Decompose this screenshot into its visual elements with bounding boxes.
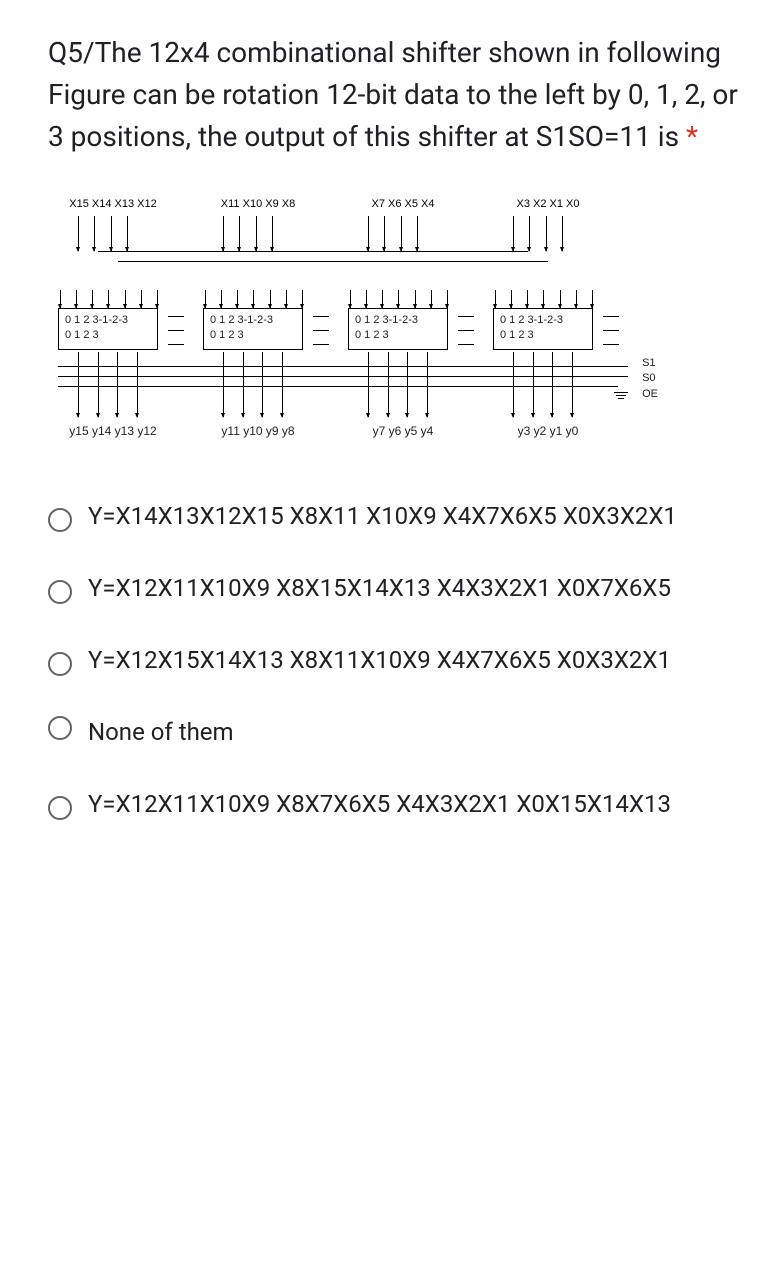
output-label: y15 y14 y13 y12 — [58, 424, 168, 438]
output-label: y3 y2 y1 y0 — [493, 424, 603, 438]
control-wire-s1 — [58, 366, 628, 367]
in-wires — [513, 216, 563, 251]
radio-icon — [48, 508, 72, 532]
pin — [603, 344, 619, 345]
radio-icon — [48, 580, 72, 604]
output-label: y11 y10 y9 y8 — [203, 424, 313, 438]
ctrl-oe: OE — [642, 387, 658, 402]
question-prefix: Q5/ — [48, 36, 95, 69]
option-0[interactable]: Y=X14X13X12X15 X8X11 X10X9 X4X7X6X5 X0X3… — [48, 498, 738, 534]
pin — [168, 330, 184, 331]
arrow-row — [495, 290, 593, 308]
input-label: X15 X14 X13 X12 — [58, 198, 168, 210]
mux-box: 0 1 2 3-1-2-3 0 1 2 3 — [58, 308, 158, 350]
out-wires — [368, 352, 428, 417]
mux-box: 0 1 2 3-1-2-3 0 1 2 3 — [348, 308, 448, 350]
control-labels: S1 S0 OE — [642, 356, 658, 402]
arrow-row — [205, 290, 303, 308]
shifter-figure: X15 X14 X13 X12 0 1 2 3-1-2-3 0 1 2 3 y1… — [58, 198, 638, 458]
option-text: Y=X12X11X10X9 X8X7X6X5 X4X3X2X1 X0X15X14… — [88, 786, 671, 822]
box-line2: 0 1 2 3 — [65, 328, 151, 343]
radio-icon — [48, 716, 72, 740]
box-line2: 0 1 2 3 — [210, 328, 296, 343]
input-label: X3 X2 X1 X0 — [493, 198, 603, 210]
arrow-row — [350, 290, 448, 308]
in-wires — [223, 216, 273, 251]
option-text: Y=X14X13X12X15 X8X11 X10X9 X4X7X6X5 X0X3… — [88, 498, 677, 534]
pin — [603, 316, 619, 317]
question-body: The 12x4 combinational shifter shown in … — [48, 36, 738, 153]
in-wires — [368, 216, 418, 251]
option-1[interactable]: Y=X12X11X10X9 X8X15X14X13 X4X3X2X1 X0X7X… — [48, 570, 738, 606]
ctrl-s0: S0 — [642, 371, 658, 386]
box-line1: 0 1 2 3-1-2-3 — [65, 313, 151, 328]
wire — [118, 261, 548, 262]
box-line2: 0 1 2 3 — [355, 328, 441, 343]
arrow-row — [60, 290, 158, 308]
question-text: Q5/The 12x4 combinational shifter shown … — [48, 32, 738, 158]
option-text: None of them — [88, 714, 234, 750]
box-line2: 0 1 2 3 — [500, 328, 586, 343]
options-group: Y=X14X13X12X15 X8X11 X10X9 X4X7X6X5 X0X3… — [48, 498, 738, 822]
ground-icon — [614, 390, 628, 401]
wire — [98, 251, 528, 252]
pin — [458, 344, 474, 345]
option-3[interactable]: None of them — [48, 714, 738, 750]
pin — [313, 344, 329, 345]
option-text: Y=X12X15X14X13 X8X11X10X9 X4X7X6X5 X0X3X… — [88, 642, 671, 678]
required-star: * — [686, 120, 698, 153]
control-wire-oe — [58, 386, 618, 387]
out-wires — [78, 352, 138, 417]
pin — [313, 316, 329, 317]
box-line1: 0 1 2 3-1-2-3 — [355, 313, 441, 328]
control-wire-s0 — [58, 376, 628, 377]
option-text: Y=X12X11X10X9 X8X15X14X13 X4X3X2X1 X0X7X… — [88, 570, 671, 606]
option-4[interactable]: Y=X12X11X10X9 X8X7X6X5 X4X3X2X1 X0X15X14… — [48, 786, 738, 822]
input-label: X11 X10 X9 X8 — [203, 198, 313, 210]
pin — [168, 316, 184, 317]
mux-box: 0 1 2 3-1-2-3 0 1 2 3 — [203, 308, 303, 350]
mux-box: 0 1 2 3-1-2-3 0 1 2 3 — [493, 308, 593, 350]
output-label: y7 y6 y5 y4 — [348, 424, 458, 438]
option-2[interactable]: Y=X12X15X14X13 X8X11X10X9 X4X7X6X5 X0X3X… — [48, 642, 738, 678]
pin — [168, 344, 184, 345]
input-label: X7 X6 X5 X4 — [348, 198, 458, 210]
pin — [313, 330, 329, 331]
radio-icon — [48, 652, 72, 676]
box-line1: 0 1 2 3-1-2-3 — [500, 313, 586, 328]
in-wires — [78, 216, 128, 251]
pin — [603, 330, 619, 331]
radio-icon — [48, 796, 72, 820]
pin — [458, 330, 474, 331]
out-wires — [513, 352, 573, 417]
ctrl-s1: S1 — [642, 356, 658, 371]
box-line1: 0 1 2 3-1-2-3 — [210, 313, 296, 328]
out-wires — [223, 352, 283, 417]
pin — [458, 316, 474, 317]
